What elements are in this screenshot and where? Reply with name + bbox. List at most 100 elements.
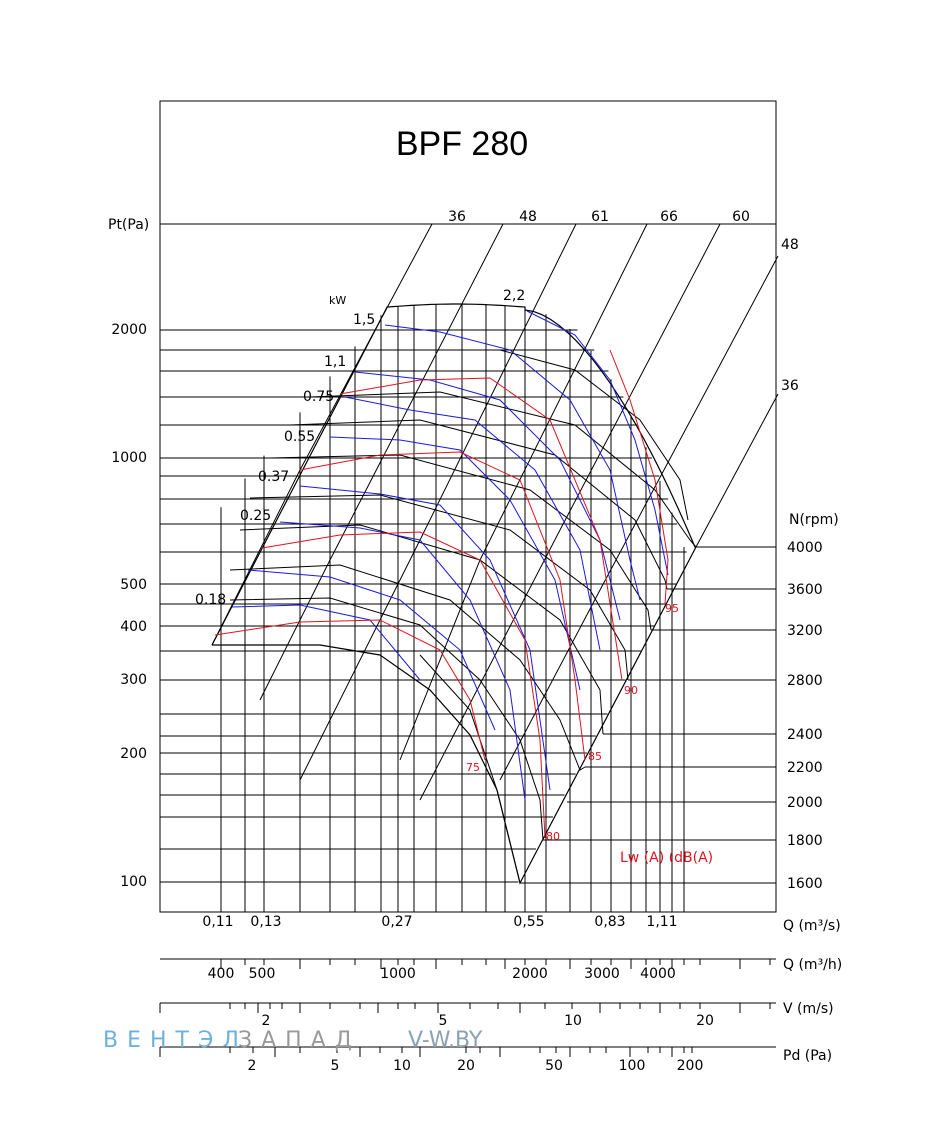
grid-lines bbox=[160, 304, 687, 912]
scale-dynamic-pressure-label: 2 bbox=[248, 1058, 257, 1074]
speed-tick-label: 3600 bbox=[787, 582, 823, 598]
y-tick-label: 500 bbox=[120, 577, 147, 593]
x-label-pd: Pd (Pa) bbox=[783, 1048, 832, 1064]
scale-dynamic-pressure-label: 200 bbox=[677, 1058, 704, 1074]
speed-curve bbox=[249, 494, 629, 681]
y-tick-label: 200 bbox=[120, 746, 147, 762]
power-label: 1,1 bbox=[324, 354, 346, 370]
y-tick-label: 300 bbox=[120, 672, 147, 688]
scale-velocity-label: 2 bbox=[262, 1013, 271, 1029]
power-label: 0.55 bbox=[284, 429, 315, 445]
speed-curve bbox=[499, 349, 689, 521]
speed-curve bbox=[289, 419, 668, 590]
scale-dynamic-pressure-label: 10 bbox=[393, 1058, 411, 1074]
speed-curve bbox=[419, 654, 521, 884]
chart-title: BPF 280 bbox=[396, 125, 528, 163]
power-unit-label: kW bbox=[329, 294, 346, 307]
x-tick-q-m3s: 1,11 bbox=[646, 914, 677, 930]
sound-level-label: 90 bbox=[624, 684, 638, 697]
scale-q-m3h-label: 3000 bbox=[584, 966, 620, 982]
sound-curve bbox=[299, 451, 586, 761]
sound-series-label: Lw (A) (dB(A) bbox=[620, 850, 713, 866]
efficiency-line bbox=[299, 223, 577, 781]
scale-dynamic-pressure-label: 5 bbox=[331, 1058, 340, 1074]
sound-level-label: 85 bbox=[588, 750, 602, 763]
plot-frame bbox=[159, 100, 777, 913]
power-curve bbox=[299, 485, 551, 791]
speed-curve bbox=[309, 391, 697, 548]
speed-curve bbox=[229, 564, 586, 771]
sound-curve bbox=[214, 619, 486, 761]
power-curve bbox=[384, 324, 641, 601]
speed-tick-label: 2400 bbox=[787, 727, 823, 743]
power-curves bbox=[231, 310, 669, 801]
efficiency-label: 66 bbox=[660, 209, 678, 225]
power-label: 0.25 bbox=[240, 508, 271, 524]
efficiency-label: 60 bbox=[732, 209, 750, 225]
watermark-url: V-W.BY bbox=[408, 1028, 483, 1053]
power-curve bbox=[526, 310, 669, 576]
power-curve bbox=[329, 436, 581, 691]
y-axis-label: Pt(Pa) bbox=[108, 217, 149, 233]
speed-tick-label: 2000 bbox=[787, 795, 823, 811]
power-curve bbox=[279, 521, 526, 801]
sound-curve bbox=[261, 531, 546, 839]
speed-tick-label: 1800 bbox=[787, 833, 823, 849]
efficiency-label-side: 36 bbox=[781, 378, 799, 394]
y-tick-label: 1000 bbox=[111, 450, 147, 466]
scale-q-m3h-label: 400 bbox=[208, 966, 235, 982]
y-tick-label: 400 bbox=[120, 619, 147, 635]
bottom-scales bbox=[159, 958, 776, 1057]
scale-dynamic-pressure-label: 20 bbox=[457, 1058, 475, 1074]
power-curve bbox=[354, 371, 621, 621]
scale-velocity-label: 10 bbox=[564, 1013, 582, 1029]
speed-curve bbox=[229, 597, 544, 841]
x-label-q-m3h: Q (m³/h) bbox=[783, 957, 842, 973]
scale-q-m3h-label: 4000 bbox=[640, 966, 676, 982]
power-curve bbox=[247, 569, 496, 731]
speed-tick-label: 1600 bbox=[787, 876, 823, 892]
speed-curve bbox=[239, 524, 604, 735]
efficiency-label: 36 bbox=[448, 209, 466, 225]
sound-curves bbox=[214, 349, 669, 839]
speed-tick-label: 2800 bbox=[787, 673, 823, 689]
power-label: 0.75 bbox=[303, 389, 334, 405]
speed-tick-label: 2200 bbox=[787, 760, 823, 776]
speed-tick-label: 3200 bbox=[787, 623, 823, 639]
speed-curves bbox=[211, 303, 776, 885]
power-label: 2,2 bbox=[503, 288, 525, 304]
scale-velocity-label: 5 bbox=[439, 1013, 448, 1029]
sound-level-label: 95 bbox=[665, 602, 679, 615]
x-tick-q-m3s: 0,27 bbox=[381, 914, 412, 930]
x-tick-q-m3s: 0,11 bbox=[202, 914, 233, 930]
efficiency-line bbox=[419, 223, 721, 801]
scale-dynamic-pressure-label: 50 bbox=[545, 1058, 563, 1074]
power-label: 1,5 bbox=[353, 312, 375, 328]
scale-velocity-label: 20 bbox=[696, 1013, 714, 1029]
speed-tick-label: 4000 bbox=[787, 540, 823, 556]
scale-q-m3h-label: 500 bbox=[249, 966, 276, 982]
x-tick-q-m3s: 0,13 bbox=[250, 914, 281, 930]
power-label: 0.37 bbox=[258, 469, 289, 485]
x-tick-q-m3s: 0,83 bbox=[594, 914, 625, 930]
scale-q-m3h-label: 2000 bbox=[512, 966, 548, 982]
efficiency-line bbox=[259, 223, 504, 701]
efficiency-line bbox=[695, 393, 779, 548]
efficiency-label: 48 bbox=[519, 209, 537, 225]
sound-curve bbox=[339, 377, 623, 681]
x-label-q-m3s: Q (m³/s) bbox=[783, 918, 841, 934]
efficiency-label-side: 48 bbox=[781, 237, 799, 253]
watermark-brand-b: ЗАПАД bbox=[238, 1028, 361, 1053]
efficiency-label: 61 bbox=[591, 209, 609, 225]
x-tick-q-m3s: 0,55 bbox=[513, 914, 544, 930]
sound-level-label: 80 bbox=[546, 830, 560, 843]
scale-q-m3h-label: 1000 bbox=[380, 966, 416, 982]
y-tick-label: 2000 bbox=[111, 322, 147, 338]
power-label: 0.18 bbox=[195, 592, 226, 608]
speed-axis-label: N(rpm) bbox=[789, 512, 839, 528]
chart-text: 2000 1000 500 400 300 200 100 4000 3600 3200 2800 2… bbox=[111, 209, 822, 1074]
x-label-v: V (m/s) bbox=[783, 1001, 834, 1017]
power-curve bbox=[344, 396, 601, 651]
efficiency-line bbox=[499, 255, 779, 781]
sound-level-label: 75 bbox=[466, 761, 480, 774]
